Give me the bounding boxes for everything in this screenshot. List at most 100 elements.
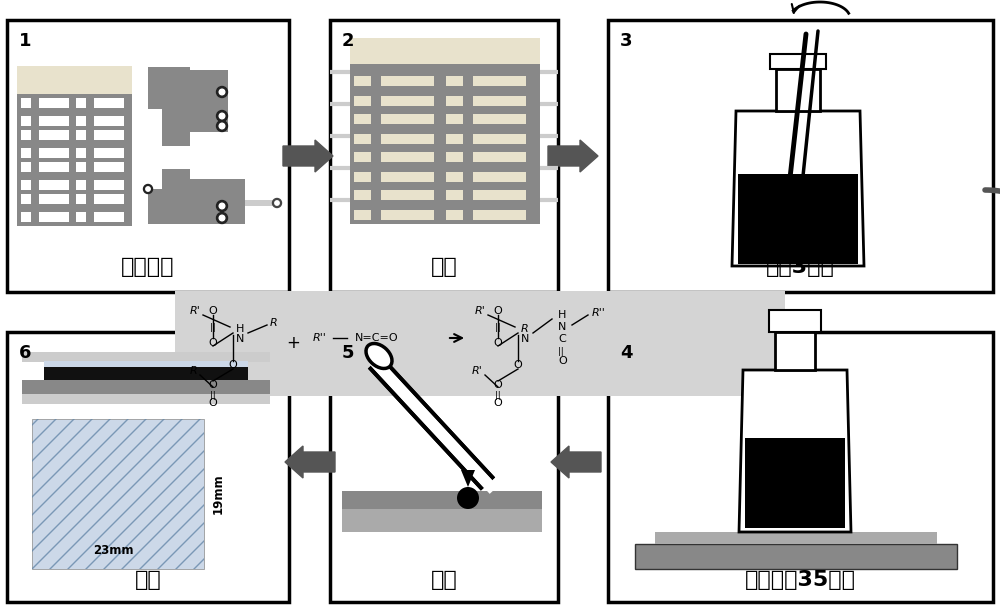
Text: N: N bbox=[558, 322, 566, 332]
Bar bbox=[371, 114, 381, 144]
Text: R': R' bbox=[474, 306, 485, 316]
Bar bbox=[76, 172, 124, 180]
Bar bbox=[446, 114, 526, 144]
FancyArrow shape bbox=[551, 446, 601, 478]
Polygon shape bbox=[461, 470, 475, 487]
Circle shape bbox=[457, 487, 479, 509]
Bar bbox=[148, 189, 190, 224]
Text: 6: 6 bbox=[19, 344, 32, 362]
Text: N: N bbox=[521, 334, 529, 344]
Bar bbox=[31, 194, 39, 222]
Bar bbox=[76, 140, 124, 148]
Text: 23mm: 23mm bbox=[93, 544, 133, 557]
Text: 涂布: 涂布 bbox=[431, 570, 457, 590]
Bar bbox=[22, 394, 270, 404]
Text: O: O bbox=[558, 356, 567, 366]
Bar bbox=[635, 544, 957, 569]
Text: 19mm: 19mm bbox=[212, 473, 225, 515]
FancyArrow shape bbox=[283, 140, 333, 172]
Text: ||: || bbox=[558, 346, 564, 356]
Bar bbox=[354, 200, 434, 210]
Text: O: O bbox=[494, 398, 502, 408]
Bar bbox=[76, 162, 124, 190]
Bar bbox=[446, 200, 526, 210]
Bar bbox=[608, 332, 993, 602]
Bar bbox=[76, 108, 124, 116]
Bar bbox=[190, 179, 245, 224]
Bar bbox=[371, 76, 381, 106]
Bar bbox=[770, 54, 826, 69]
Circle shape bbox=[144, 184, 152, 193]
Bar bbox=[738, 174, 858, 264]
Text: N=C=O: N=C=O bbox=[355, 333, 399, 343]
Text: ||: || bbox=[495, 322, 501, 332]
Text: R'': R'' bbox=[592, 308, 606, 318]
Bar bbox=[350, 64, 540, 224]
Bar bbox=[162, 169, 190, 224]
Bar bbox=[22, 380, 270, 394]
Circle shape bbox=[216, 120, 228, 131]
Text: 2: 2 bbox=[342, 32, 354, 50]
Bar bbox=[76, 98, 124, 126]
Bar bbox=[17, 66, 132, 94]
Text: 电阻测试: 电阻测试 bbox=[121, 257, 175, 277]
Bar bbox=[31, 162, 39, 190]
Text: R': R' bbox=[471, 366, 482, 376]
Bar bbox=[21, 130, 69, 158]
Circle shape bbox=[272, 198, 282, 208]
Bar bbox=[371, 190, 381, 220]
Bar bbox=[354, 152, 434, 182]
Text: 封盖: 封盖 bbox=[135, 570, 161, 590]
Text: R': R' bbox=[189, 306, 200, 316]
Circle shape bbox=[216, 201, 228, 211]
Bar bbox=[354, 76, 434, 106]
Text: ||: || bbox=[210, 322, 216, 332]
Bar bbox=[86, 98, 94, 126]
Polygon shape bbox=[732, 111, 864, 266]
Bar bbox=[371, 152, 381, 182]
Text: +: + bbox=[286, 334, 300, 352]
Bar bbox=[342, 509, 542, 532]
Bar bbox=[776, 69, 820, 111]
Bar bbox=[7, 20, 289, 292]
Text: 搅拌3分钟: 搅拌3分钟 bbox=[766, 257, 835, 277]
Text: O: O bbox=[229, 360, 237, 370]
Circle shape bbox=[275, 201, 279, 205]
Bar bbox=[354, 114, 434, 144]
Bar bbox=[354, 190, 434, 220]
Bar bbox=[463, 190, 473, 220]
Bar bbox=[190, 70, 228, 132]
Bar bbox=[245, 200, 277, 206]
Text: 粘贴: 粘贴 bbox=[431, 257, 457, 277]
Bar bbox=[463, 114, 473, 144]
Bar bbox=[32, 419, 204, 569]
Bar bbox=[21, 140, 69, 148]
Bar bbox=[446, 86, 526, 96]
Bar bbox=[21, 194, 69, 222]
Bar bbox=[330, 20, 558, 292]
Bar bbox=[446, 76, 526, 106]
Bar bbox=[350, 38, 540, 64]
Text: 1: 1 bbox=[19, 32, 32, 50]
Bar bbox=[7, 332, 289, 602]
Bar bbox=[31, 98, 39, 126]
Circle shape bbox=[219, 113, 225, 119]
Bar bbox=[76, 194, 124, 222]
Bar bbox=[446, 190, 526, 220]
Text: ||: || bbox=[210, 391, 216, 400]
Bar bbox=[330, 332, 558, 602]
Polygon shape bbox=[739, 370, 851, 532]
Circle shape bbox=[219, 203, 225, 209]
Bar bbox=[354, 162, 434, 172]
Bar bbox=[655, 532, 937, 544]
Bar bbox=[175, 291, 785, 396]
Bar bbox=[463, 76, 473, 106]
Text: O: O bbox=[494, 338, 502, 348]
Text: N: N bbox=[236, 334, 244, 344]
Text: O: O bbox=[514, 360, 522, 370]
Bar bbox=[354, 124, 434, 134]
Text: O: O bbox=[209, 398, 217, 408]
Ellipse shape bbox=[366, 343, 392, 368]
Bar bbox=[21, 108, 69, 116]
Text: O: O bbox=[209, 380, 217, 390]
